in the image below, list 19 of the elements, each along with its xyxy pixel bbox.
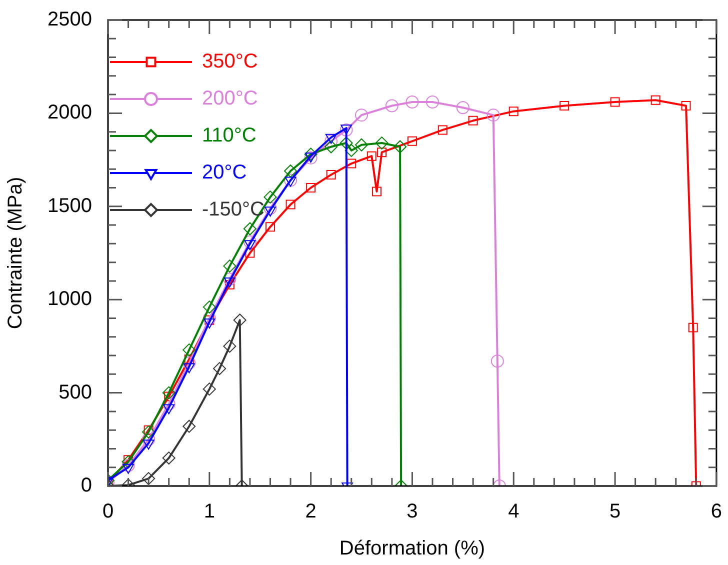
y-tick-label: 2500 <box>48 8 92 31</box>
x-tick-label: 4 <box>508 500 520 523</box>
y-tick-label: 0 <box>80 474 92 497</box>
x-tick-label: 5 <box>609 500 621 523</box>
y-tick-label: 2000 <box>48 102 92 124</box>
x-tick-label: 6 <box>710 500 722 523</box>
y-axis-title: Contrainte (MPa) <box>4 176 27 330</box>
legend-label: 110°C <box>202 124 256 147</box>
x-tick-label: 0 <box>102 500 114 523</box>
legend-label: 350°C <box>202 50 258 73</box>
y-tick-label: 1500 <box>48 194 92 217</box>
y-tick-label: 1000 <box>48 288 92 310</box>
y-tick-label: 500 <box>58 381 92 404</box>
x-tick-label: 2 <box>305 500 316 523</box>
legend-label: 200°C <box>202 88 258 110</box>
legend-label: 20°C <box>202 162 247 184</box>
x-axis-title: Déformation (%) <box>339 538 486 560</box>
x-tick-label: 1 <box>204 500 215 523</box>
x-tick-label: 3 <box>406 500 418 523</box>
